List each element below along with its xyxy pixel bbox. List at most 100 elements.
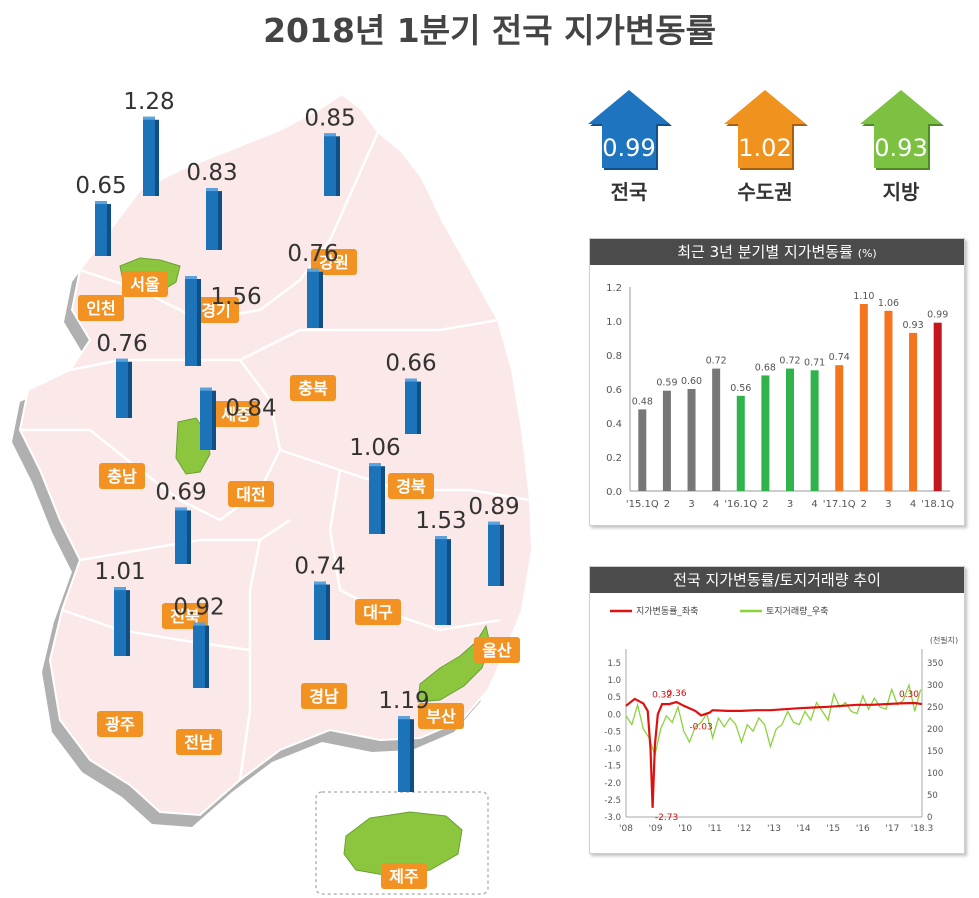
region-label-bg: [176, 729, 222, 755]
x-tick-label: 4: [910, 499, 916, 510]
region-label-bg: [162, 603, 208, 629]
region-label-bg: [311, 249, 357, 275]
right-tick-label: 50: [927, 791, 938, 801]
region-bar: [314, 581, 326, 640]
x-tick-label: '10: [678, 824, 692, 834]
x-tick-label: '09: [649, 824, 663, 834]
region-bar-side: [500, 524, 504, 586]
summary-value: 1.02: [738, 134, 792, 162]
region-value: 0.66: [385, 351, 436, 377]
region-label-bg: [290, 375, 336, 401]
region-16: 1.19 제주: [378, 688, 430, 889]
region-12: 1.53 부산: [415, 508, 467, 729]
right-tick-label: 200: [927, 725, 943, 735]
region-3: 0.85 강원: [304, 105, 357, 275]
y-tick-label: 0.4: [606, 419, 622, 430]
bar: [884, 310, 893, 491]
x-tick-label: '15: [826, 824, 840, 834]
region-label-bg: [301, 683, 347, 709]
legend-label: 지가변동률_좌축: [636, 606, 698, 617]
right-tick-label: 150: [927, 747, 943, 757]
region-bar-top: [116, 358, 128, 362]
summary-label: 전국: [610, 180, 648, 204]
left-tick-label: 0.5: [607, 693, 621, 703]
region-value: 1.19: [378, 688, 429, 714]
region-label-bg: [193, 297, 239, 323]
summary-group: 0.99 전국 1.02 수도권 0.93 지방: [586, 88, 966, 212]
region-bar: [324, 133, 336, 196]
region-bar-side: [326, 584, 330, 640]
region-label-bg: [474, 637, 520, 663]
bar: [736, 395, 745, 491]
bar-value-label: 0.72: [706, 356, 727, 367]
region-value: 0.65: [75, 173, 126, 199]
region-9: 1.06 대구: [349, 435, 401, 625]
region-label: 대구: [363, 603, 393, 622]
bar: [786, 368, 794, 491]
region-label-bg: [381, 863, 427, 889]
x-tick-label: '17.1Q: [823, 499, 856, 510]
region-label: 울산: [482, 641, 512, 660]
legend: 지가변동률_좌축 토지거래량_우축: [610, 605, 828, 617]
region-bar-side: [417, 381, 421, 434]
region-value: 0.69: [155, 479, 206, 505]
region-label-bg: [418, 703, 464, 729]
region-bar-top: [95, 201, 107, 204]
region-value: 0.83: [186, 160, 237, 186]
region-bar-top: [435, 536, 447, 540]
bar-value-label: 0.56: [730, 383, 751, 394]
region-label: 부산: [426, 707, 456, 726]
region-label: 전북: [170, 607, 200, 626]
region-14: 1.01 광주: [94, 559, 146, 737]
quarterly-chart-panel: 최근 3년 분기별 지가변동률 (%) 0.0 0.2 0.4 0.6 0.8 1.0 1.…: [589, 238, 965, 526]
quarterly-chart-header: 최근 3년 분기별 지가변동률 (%): [590, 239, 964, 265]
region-value: 0.76: [287, 241, 338, 267]
x-tick-label: 2: [762, 499, 768, 510]
region-bar-side: [126, 590, 130, 656]
x-tick-label: '08: [619, 824, 633, 834]
left-tick-label: -2.0: [604, 779, 621, 789]
summary-national: 0.99 전국: [586, 88, 672, 208]
region-bar: [114, 587, 126, 656]
region-bar-side: [155, 119, 159, 196]
bar-value-label: 1.10: [853, 291, 874, 302]
x-tick-label: '18.3: [911, 824, 934, 834]
region-4: 0.76 충북: [287, 241, 339, 401]
summary-value: 0.93: [874, 134, 928, 162]
region-bar-side: [187, 510, 191, 564]
region-label: 충북: [298, 379, 328, 398]
region-label: 충남: [107, 467, 137, 486]
region-bar-side: [447, 539, 451, 625]
left-tick-label: 0.0: [607, 710, 621, 720]
region-value: 1.53: [415, 508, 466, 534]
region-0: 1.28 서울: [122, 89, 175, 297]
region-bar: [206, 188, 218, 250]
right-tick-label: 0: [927, 813, 932, 823]
quarterly-bar-chart: 0.0 0.2 0.4 0.6 0.8 1.0 1.2 0.48 '15.1Q 0.59 2 0.60…: [606, 283, 954, 510]
bar: [810, 370, 819, 491]
region-label: 광주: [105, 715, 135, 734]
y-tick-label: 0.6: [606, 385, 622, 396]
region-bar-top: [369, 463, 381, 467]
region-bar-top: [114, 587, 126, 591]
region-label: 경남: [309, 687, 339, 706]
region-2: 0.83 경기: [186, 160, 239, 323]
y-tick-label: 0.2: [606, 453, 622, 464]
x-tick-label: '17: [885, 824, 899, 834]
up-arrow-icon: [860, 90, 944, 170]
bar-value-label: 0.72: [779, 356, 800, 367]
x-tick-label: '13: [767, 824, 781, 834]
region-10: 0.69 전북: [155, 479, 208, 629]
region-bar-side: [197, 279, 201, 366]
summary-provinces: 0.93 지방: [858, 88, 944, 208]
region-value: 1.56: [210, 284, 261, 310]
region-15: 0.92 전남: [173, 595, 225, 755]
bar: [859, 304, 868, 491]
region-value: 0.84: [225, 396, 276, 422]
x-tick-label: 2: [861, 499, 867, 510]
up-arrow-icon: [588, 90, 672, 170]
region-label: 제주: [389, 867, 419, 886]
region-bar-top: [200, 387, 212, 391]
annotation-label: 0.36: [667, 689, 687, 699]
bar: [712, 368, 721, 491]
